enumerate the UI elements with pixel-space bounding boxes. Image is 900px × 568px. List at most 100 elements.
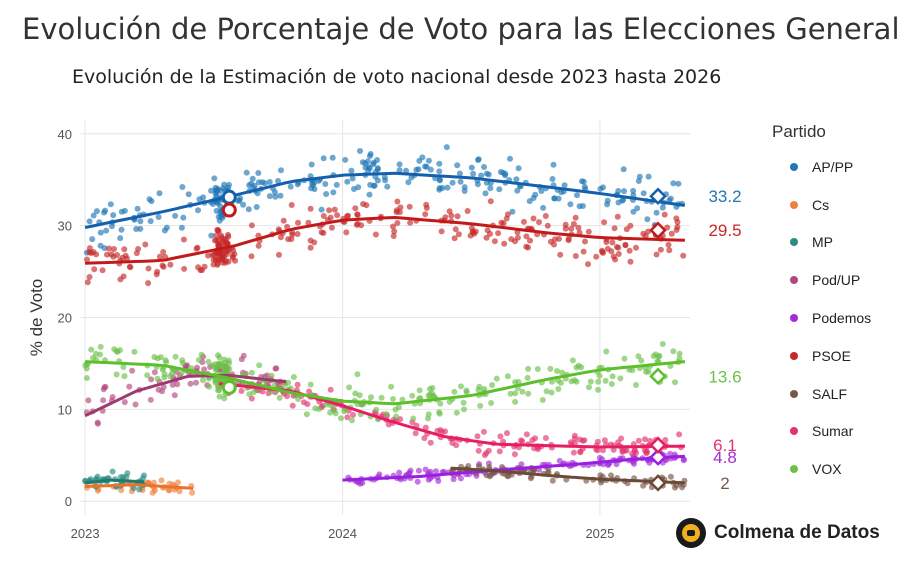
- trend-layer: [84, 171, 686, 490]
- legend: AP/PP Cs MP Pod/UP Podemos PSOE SALF Sumar VOX: [790, 148, 871, 488]
- data-point: [205, 358, 212, 365]
- data-point: [169, 381, 176, 388]
- data-point: [345, 212, 351, 219]
- data-point: [383, 411, 390, 418]
- trend-line: [342, 454, 686, 482]
- data-point: [538, 188, 545, 194]
- data-point: [86, 218, 93, 225]
- data-point: [608, 381, 615, 387]
- data-point: [391, 228, 398, 235]
- data-point: [585, 261, 591, 268]
- data-point: [507, 155, 513, 162]
- legend-item[interactable]: Cs: [790, 186, 871, 224]
- final-marker: [649, 221, 667, 240]
- data-point: [615, 199, 622, 206]
- data-point: [332, 410, 339, 417]
- data-point: [277, 192, 284, 199]
- data-point: [333, 181, 340, 188]
- data-point: [542, 435, 549, 441]
- marker-layer: 33.2 4.8 29.5 2 6.1 13.6: [221, 187, 742, 493]
- data-point: [89, 236, 96, 243]
- data-point: [559, 369, 566, 376]
- data-point: [416, 157, 423, 164]
- data-point: [154, 268, 161, 275]
- final-value-label: 6.1: [713, 436, 737, 455]
- legend-item[interactable]: Pod/UP: [790, 261, 871, 299]
- legend-item[interactable]: MP: [790, 224, 871, 262]
- data-point: [151, 354, 158, 360]
- data-point: [167, 373, 174, 380]
- legend-item[interactable]: Sumar: [790, 413, 871, 451]
- data-point: [249, 175, 256, 182]
- data-point: [201, 366, 208, 373]
- data-point: [255, 242, 262, 249]
- data-point: [617, 375, 624, 382]
- data-point: [416, 387, 423, 394]
- data-point: [667, 473, 674, 480]
- data-point: [635, 178, 642, 184]
- data-point: [181, 265, 188, 272]
- data-point: [390, 223, 396, 230]
- data-point: [468, 164, 475, 171]
- data-point: [626, 247, 633, 254]
- data-point: [629, 367, 636, 374]
- data-point: [346, 384, 353, 391]
- legend-item[interactable]: AP/PP: [790, 148, 871, 186]
- data-point: [568, 225, 575, 232]
- data-point: [366, 191, 373, 198]
- data-point: [83, 375, 90, 381]
- data-point: [99, 267, 106, 274]
- data-point: [487, 198, 494, 205]
- data-point: [243, 169, 250, 176]
- data-point: [673, 227, 680, 233]
- legend-item[interactable]: Podemos: [790, 299, 871, 337]
- data-point: [180, 214, 187, 221]
- legend-label: Pod/UP: [812, 272, 861, 289]
- legend-item[interactable]: SALF: [790, 375, 871, 413]
- data-point: [469, 229, 476, 236]
- data-point: [84, 256, 90, 263]
- data-point: [129, 367, 136, 374]
- data-point: [676, 355, 683, 362]
- data-point: [525, 390, 532, 397]
- data-point: [633, 244, 639, 251]
- data-point: [680, 457, 687, 464]
- legend-item[interactable]: VOX: [790, 450, 871, 488]
- trend-line: [85, 483, 194, 490]
- data-point: [154, 375, 161, 382]
- data-point: [659, 204, 666, 211]
- data-point: [598, 479, 604, 486]
- data-point: [357, 148, 363, 154]
- data-point: [457, 178, 464, 185]
- data-point: [415, 467, 422, 474]
- legend-item[interactable]: PSOE: [790, 337, 871, 375]
- data-point: [600, 447, 606, 454]
- data-point: [360, 201, 367, 207]
- data-point: [156, 253, 163, 260]
- data-point: [211, 175, 218, 182]
- data-point: [132, 401, 139, 408]
- data-point: [341, 408, 348, 415]
- data-point: [676, 431, 683, 438]
- data-point: [394, 198, 401, 205]
- data-point: [407, 219, 414, 226]
- data-point: [600, 249, 607, 256]
- data-point: [198, 267, 205, 274]
- data-point: [406, 203, 413, 210]
- legend-label: PSOE: [812, 347, 851, 364]
- data-point: [275, 178, 281, 184]
- data-point: [672, 484, 678, 491]
- data-point: [331, 206, 338, 213]
- data-point: [206, 383, 213, 390]
- data-point: [352, 390, 359, 397]
- data-point: [238, 388, 245, 394]
- data-point: [343, 229, 350, 236]
- data-point: [484, 227, 491, 234]
- data-point: [451, 388, 458, 395]
- legend-label: SALF: [812, 385, 848, 402]
- data-point: [415, 166, 422, 173]
- data-point: [572, 214, 579, 221]
- data-point: [212, 184, 219, 191]
- data-point: [230, 247, 237, 254]
- data-point: [662, 437, 669, 443]
